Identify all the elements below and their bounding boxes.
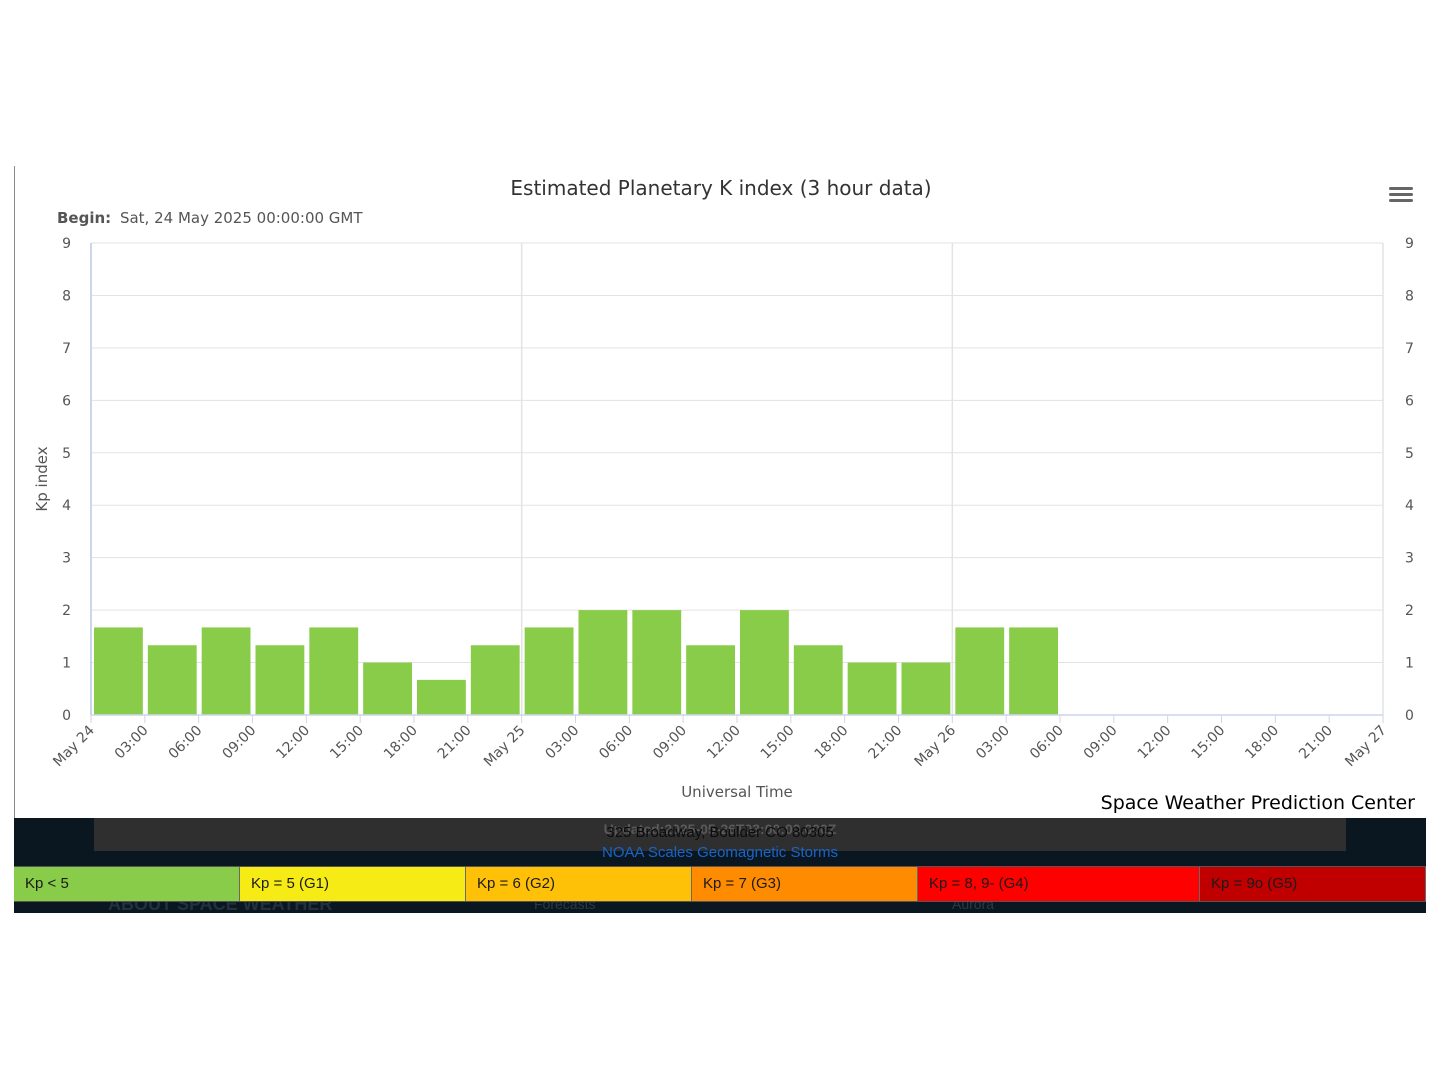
kp-bar[interactable] xyxy=(901,662,951,715)
legend-cell: Kp = 6 (G2) xyxy=(466,867,692,901)
y-axis-title: Kp index xyxy=(33,446,51,511)
y-tick-label-right: 4 xyxy=(1405,498,1414,514)
hamburger-menu-icon-line xyxy=(1389,199,1413,202)
x-tick-label: 09:00 xyxy=(1081,723,1121,763)
x-tick-label: 15:00 xyxy=(758,723,798,763)
kp-bar[interactable] xyxy=(955,627,1005,715)
kp-bar[interactable] xyxy=(470,645,520,715)
updated-timestamp: Updated:2025-05-26T03:00:00.000Z xyxy=(603,821,837,837)
legend-cell: Kp = 9o (G5) xyxy=(1200,867,1426,901)
y-tick-label-left: 8 xyxy=(62,288,71,304)
kp-bar[interactable] xyxy=(524,627,574,715)
x-tick-label: 18:00 xyxy=(812,723,852,763)
hamburger-menu-icon-line xyxy=(1389,193,1413,196)
y-tick-label-left: 5 xyxy=(62,446,71,462)
kp-bar[interactable] xyxy=(147,645,197,715)
attribution-label[interactable]: Space Weather Prediction Center xyxy=(1100,792,1415,814)
x-tick-label: 15:00 xyxy=(1188,723,1228,763)
kp-bar[interactable] xyxy=(632,610,682,715)
y-tick-label-left: 9 xyxy=(62,236,71,252)
legend-cell: Kp = 8, 9- (G4) xyxy=(918,867,1200,901)
chart-title: Estimated Planetary K index (3 hour data… xyxy=(510,176,931,200)
kp-bar[interactable] xyxy=(94,627,143,715)
x-tick-label: May 26 xyxy=(912,722,960,770)
kp-scale-legend: Kp < 5 Kp = 5 (G1) Kp = 6 (G2) Kp = 7 (G3) K… xyxy=(14,866,1426,902)
x-tick-label: May 27 xyxy=(1342,723,1390,771)
noaa-scales-link[interactable]: NOAA Scales Geomagnetic Storms xyxy=(602,844,838,861)
x-tick-label: 12:00 xyxy=(273,723,313,763)
y-tick-label-left: 4 xyxy=(62,498,71,514)
y-tick-label-right: 1 xyxy=(1405,656,1414,672)
legend-cell: Kp < 5 xyxy=(14,867,240,901)
bars xyxy=(94,610,1058,715)
address-text: 325 Broadway, Boulder CO 80305 xyxy=(606,824,834,841)
x-tick-label: 03:00 xyxy=(973,723,1013,763)
x-tick-label: 06:00 xyxy=(596,723,636,763)
address-bar xyxy=(94,818,1346,851)
y-tick-label-left: 3 xyxy=(62,551,71,567)
kp-bar[interactable] xyxy=(740,610,789,715)
x-tick-label: May 25 xyxy=(481,723,529,771)
x-tick-label: 21:00 xyxy=(1296,723,1336,763)
subtitle-label: Begin: xyxy=(57,209,111,227)
kp-bar[interactable] xyxy=(1009,627,1058,715)
kp-bar[interactable] xyxy=(363,662,412,715)
x-tick-label: 03:00 xyxy=(112,723,152,763)
y-tick-label-left: 6 xyxy=(62,393,71,409)
x-tick-label: 18:00 xyxy=(381,723,421,763)
x-tick-label: May 24 xyxy=(50,722,98,770)
legend-cell: Kp = 5 (G1) xyxy=(240,867,466,901)
x-tick-label: 21:00 xyxy=(865,723,905,763)
hamburger-menu-icon xyxy=(1389,187,1413,190)
kp-bar[interactable] xyxy=(309,627,359,715)
y-tick-label-right: 0 xyxy=(1405,708,1414,724)
x-tick-label: 12:00 xyxy=(704,723,744,763)
x-tick-label: 09:00 xyxy=(219,723,259,763)
x-tick-label: 09:00 xyxy=(650,723,690,763)
x-tick-label: 06:00 xyxy=(166,723,206,763)
x-tick-label: 12:00 xyxy=(1135,723,1175,763)
y-tick-label-right: 2 xyxy=(1405,603,1414,619)
y-tick-label-right: 6 xyxy=(1405,393,1414,409)
y-tick-label-right: 9 xyxy=(1405,236,1414,252)
kp-bar[interactable] xyxy=(686,645,735,715)
y-tick-label-right: 3 xyxy=(1405,551,1414,567)
y-tick-label-right: 8 xyxy=(1405,288,1414,304)
y-tick-label-left: 0 xyxy=(62,708,71,724)
x-tick-label: 03:00 xyxy=(542,723,582,763)
kp-bar[interactable] xyxy=(201,627,251,715)
kp-chart-svg: Estimated Planetary K index (3 hour data… xyxy=(33,176,1414,801)
kp-bar[interactable] xyxy=(793,645,843,715)
kp-bar[interactable] xyxy=(417,679,466,715)
legend-cell: Kp = 7 (G3) xyxy=(692,867,918,901)
kp-chart: Estimated Planetary K index (3 hour data… xyxy=(14,166,1427,818)
y-tick-label-left: 1 xyxy=(62,656,71,672)
chart-subtitle: Begin: Sat, 24 May 2025 00:00:00 GMT xyxy=(57,209,363,227)
x-tick-label: 18:00 xyxy=(1242,723,1282,763)
kp-bar[interactable] xyxy=(578,610,628,715)
y-tick-label-left: 7 xyxy=(62,341,71,357)
grid-lines xyxy=(90,242,1384,716)
chart-menu-button[interactable] xyxy=(1387,184,1415,208)
x-axis-title: Universal Time xyxy=(681,783,793,801)
x-tick-label: 06:00 xyxy=(1027,723,1067,763)
y-tick-label-left: 2 xyxy=(62,603,71,619)
x-tick-label: 15:00 xyxy=(327,723,367,763)
kp-bar[interactable] xyxy=(847,662,897,715)
x-tick-label: 21:00 xyxy=(435,723,475,763)
kp-bar[interactable] xyxy=(255,645,305,715)
y-tick-label-right: 7 xyxy=(1405,341,1414,357)
y-tick-label-right: 5 xyxy=(1405,446,1414,462)
subtitle-value: Sat, 24 May 2025 00:00:00 GMT xyxy=(120,209,363,227)
